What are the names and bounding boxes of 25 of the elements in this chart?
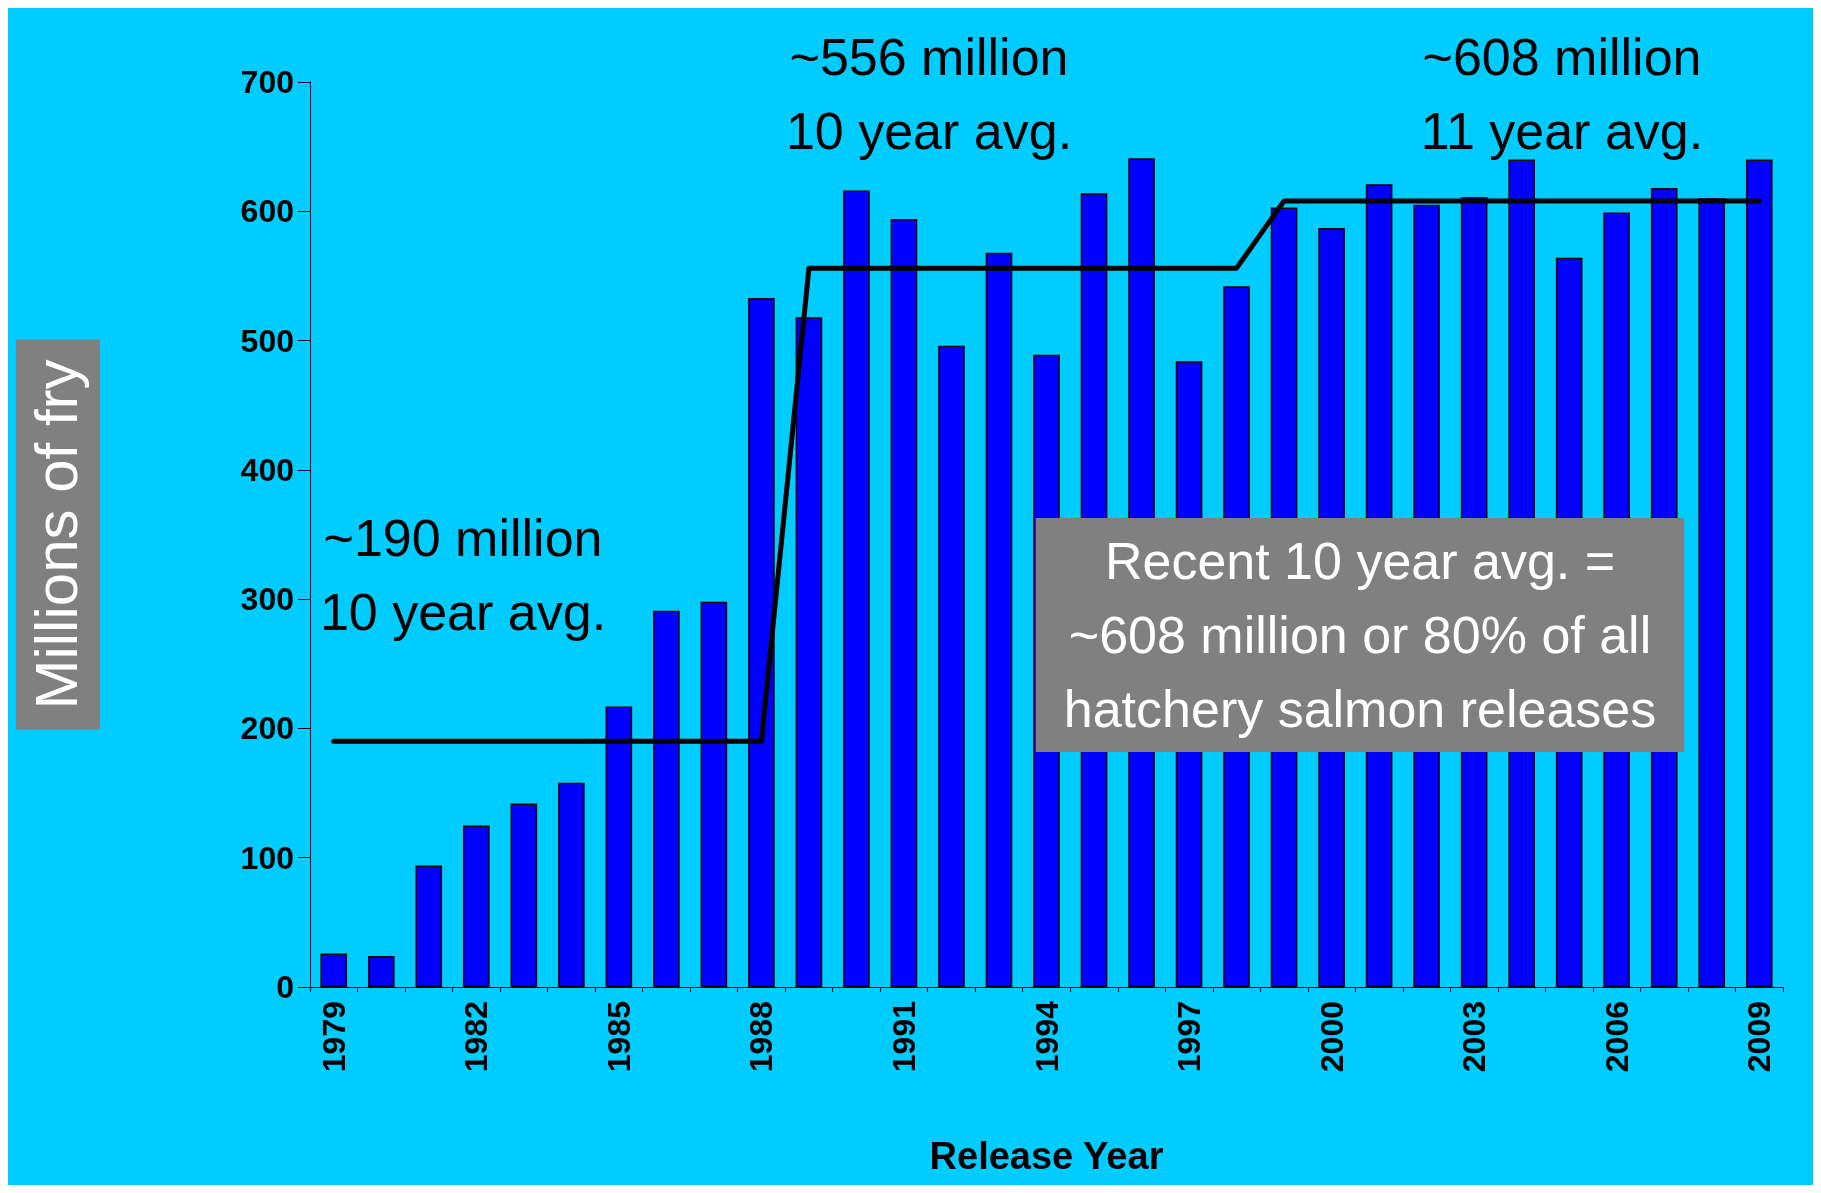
x-tick-label: 1988 — [743, 1001, 780, 1073]
x-tick-label: 1979 — [315, 1001, 352, 1073]
x-axis-title: Release Year — [929, 1135, 1164, 1177]
x-tick-label: 1994 — [1028, 1000, 1065, 1073]
y-tick-label: 0 — [276, 969, 294, 1005]
y-tick-label: 300 — [240, 581, 294, 618]
y-tick-label: 700 — [240, 64, 294, 100]
annotation: ~608 million 11 year avg. — [1420, 28, 1704, 160]
annotation: ~190 million 10 year avg. — [319, 509, 607, 641]
x-tick-label: 2009 — [1741, 1001, 1778, 1073]
x-tick-label: 2003 — [1456, 1001, 1493, 1073]
y-tick-label: 500 — [240, 322, 294, 359]
x-tick-label: 1985 — [600, 1001, 637, 1073]
y-axis-title: Millions of fry — [22, 359, 90, 710]
annotation: ~556 million 10 year avg. — [785, 28, 1073, 160]
x-tick-label: 2000 — [1313, 1001, 1350, 1073]
y-tick-label: 100 — [240, 839, 294, 876]
y-tick-label: 600 — [240, 193, 294, 230]
x-tick-label: 1991 — [885, 1001, 922, 1073]
x-tick-label: 2006 — [1598, 1001, 1635, 1073]
x-tick-label: 1982 — [458, 1001, 495, 1073]
y-tick-label: 400 — [240, 451, 294, 488]
y-tick-label: 200 — [240, 710, 294, 747]
annotation: Recent 10 year avg. = ~608 million or 80% of all hatchery salmon releases — [1063, 532, 1657, 738]
x-tick-label: 1997 — [1171, 1001, 1208, 1073]
